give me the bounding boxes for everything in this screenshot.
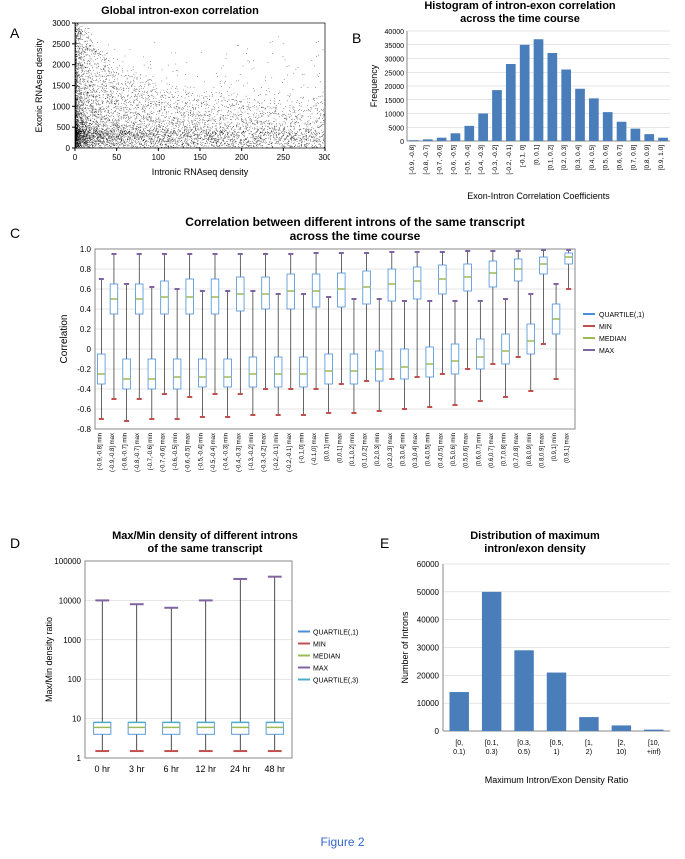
svg-text:0: 0: [66, 144, 71, 153]
panel-d: Max/Min density of different introns of …: [40, 530, 370, 786]
panel-e-label: E: [380, 535, 389, 551]
panel-a: Global intron-exon correlation 0 50 100 150…: [30, 5, 330, 178]
svg-text:1000: 1000: [52, 103, 70, 112]
panel-d-title: Max/Min density of different introns of …: [40, 530, 370, 556]
panel-d-chart: 1101001000100001000000 hr3 hr6 hr12 hr24…: [40, 556, 370, 786]
svg-text:3000: 3000: [52, 19, 70, 28]
panel-c-chart: -0.8-0.6-0.4-0.200.20.40.60.81.0(-0.9,-0…: [55, 244, 655, 514]
panel-e-chart: 0100002000030000400005000060000[0,0.1)[0…: [395, 556, 675, 786]
svg-text:250: 250: [277, 153, 291, 162]
panel-e-title: Distribution of maximum intron/exon dens…: [395, 530, 675, 556]
svg-text:500: 500: [57, 123, 71, 132]
svg-text:100: 100: [152, 153, 166, 162]
figure-container: A Global intron-exon correlation 0 50 100 1…: [0, 0, 685, 859]
panel-b: Histogram of intron-exon correlation acr…: [365, 0, 675, 201]
panel-a-title: Global intron-exon correlation: [30, 5, 330, 18]
panel-c-title: Correlation between different introns of…: [55, 215, 655, 244]
panel-a-label: A: [10, 25, 19, 41]
svg-text:50: 50: [112, 153, 121, 162]
panel-a-chart: 0501001502002503000500100015002000250030…: [30, 18, 330, 178]
svg-text:1500: 1500: [52, 82, 70, 91]
svg-text:200: 200: [235, 153, 249, 162]
panel-c-label: C: [10, 225, 20, 241]
panel-b-title: Histogram of intron-exon correlation acr…: [365, 0, 675, 26]
panel-b-chart: 0500010000150002000025000300003500040000…: [365, 26, 675, 201]
figure-caption: Figure 2: [320, 835, 364, 849]
svg-text:2000: 2000: [52, 61, 70, 70]
svg-text:2500: 2500: [52, 40, 70, 49]
panel-b-label: B: [352, 30, 361, 46]
svg-text:300: 300: [318, 153, 330, 162]
panel-d-label: D: [10, 535, 20, 551]
panel-e: Distribution of maximum intron/exon dens…: [395, 530, 675, 786]
panel-c: Correlation between different introns of…: [55, 215, 655, 514]
svg-text:0: 0: [73, 153, 78, 162]
svg-text:150: 150: [193, 153, 207, 162]
